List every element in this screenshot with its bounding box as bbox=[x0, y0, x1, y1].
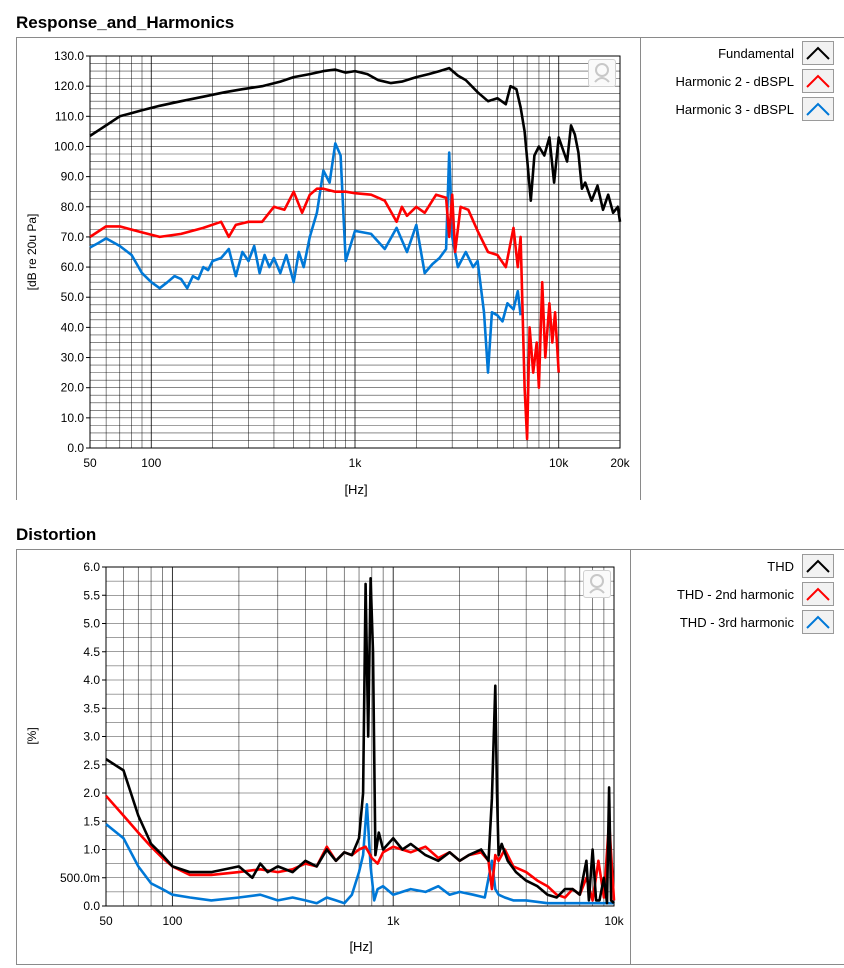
distortion-panel-title: Distortion bbox=[16, 525, 97, 544]
series-line-thd bbox=[105, 577, 615, 905]
response-x-axis-label: [Hz] bbox=[344, 482, 367, 497]
y-tick-label: 3.5 bbox=[83, 701, 100, 715]
legend-label-harmonic-2: Harmonic 2 - dBSPL bbox=[675, 73, 795, 89]
x-tick-label: 1k bbox=[387, 914, 401, 928]
x-tick-label: 1k bbox=[349, 456, 363, 470]
distortion-title-rule bbox=[16, 549, 844, 550]
distortion-y-ticks: 0.0 500.0m 1.0 1.5 2.0 2.5 3.0 3.5 4.0 4.5 5.0 5.5 6… bbox=[60, 560, 106, 913]
y-tick-label: 2.0 bbox=[83, 786, 100, 800]
legend-item-thd[interactable]: THD bbox=[767, 554, 834, 578]
legend-item-harmonic-2[interactable]: Harmonic 2 - dBSPL bbox=[675, 69, 834, 93]
y-tick-label: 110.0 bbox=[55, 109, 84, 123]
y-tick-label: 3.0 bbox=[83, 730, 100, 744]
distortion-y-axis-label: [%] bbox=[25, 727, 39, 744]
y-tick-label: 1.5 bbox=[83, 814, 100, 828]
response-frame-left bbox=[16, 37, 17, 500]
y-tick-label: 6.0 bbox=[83, 560, 100, 574]
y-tick-label: 5.5 bbox=[83, 588, 100, 602]
legend-item-thd-3rd[interactable]: THD - 3rd harmonic bbox=[680, 610, 834, 634]
series-line-thd-3rd-harmonic bbox=[105, 802, 614, 905]
y-tick-label: 120.0 bbox=[54, 79, 84, 93]
response-title-rule bbox=[16, 37, 844, 38]
distortion-x-axis-label: [Hz] bbox=[349, 939, 372, 954]
series-line-harmonic-2-dbspl bbox=[89, 187, 560, 441]
x-tick-label: 10k bbox=[549, 456, 569, 470]
legend-swatch-fundamental[interactable] bbox=[802, 41, 834, 65]
legend-swatch-harmonic-3[interactable] bbox=[802, 97, 834, 121]
response-graph-palette-icon[interactable] bbox=[588, 59, 616, 87]
y-tick-label: 2.5 bbox=[83, 758, 100, 772]
y-tick-label: 70.0 bbox=[61, 230, 85, 244]
x-tick-label: 100 bbox=[141, 456, 161, 470]
legend-swatch-thd-2nd[interactable] bbox=[802, 582, 834, 606]
y-tick-label: 30.0 bbox=[61, 351, 85, 365]
y-tick-label: 500.0m bbox=[60, 871, 100, 885]
legend-swatch-thd[interactable] bbox=[802, 554, 834, 578]
legend-label-thd-2nd: THD - 2nd harmonic bbox=[676, 586, 794, 602]
y-tick-label: 1.0 bbox=[83, 843, 100, 857]
y-tick-label: 50.0 bbox=[61, 290, 85, 304]
y-tick-label: 5.0 bbox=[83, 617, 100, 631]
response-y-ticks: 0.0 10.0 20.0 30.0 40.0 50.0 60.0 70.0 80.0 90.0 1… bbox=[54, 49, 90, 455]
response-grid bbox=[90, 56, 620, 448]
y-tick-label: 40.0 bbox=[61, 320, 85, 334]
y-tick-label: 60.0 bbox=[61, 260, 85, 274]
distortion-frame-left bbox=[16, 549, 17, 964]
response-panel: Response_and_Harmonics 0.0 10.0 20.0 30.0 40… bbox=[16, 13, 844, 500]
series-line-harmonic-3-dbspl bbox=[89, 142, 522, 374]
response-y-axis-label: [dB re 20u Pa] bbox=[25, 214, 39, 291]
x-tick-label: 10k bbox=[604, 914, 624, 928]
distortion-bottom-rule bbox=[16, 964, 844, 965]
response-x-ticks: 50 100 1k 10k 20k bbox=[83, 456, 630, 470]
response-legend: Fundamental Harmonic 2 - dBSPL Harmonic … bbox=[642, 41, 834, 121]
distortion-series bbox=[105, 577, 616, 905]
y-tick-label: 4.5 bbox=[83, 645, 100, 659]
response-panel-title: Response_and_Harmonics bbox=[16, 13, 235, 32]
legend-label-thd-3rd: THD - 3rd harmonic bbox=[679, 614, 794, 630]
distortion-legend-divider bbox=[630, 549, 631, 964]
response-legend-divider bbox=[640, 37, 641, 500]
y-tick-label: 100.0 bbox=[54, 139, 84, 153]
y-tick-label: 4.0 bbox=[83, 673, 100, 687]
legend-swatch-harmonic-2[interactable] bbox=[802, 69, 834, 93]
y-tick-label: 0.0 bbox=[83, 899, 100, 913]
y-tick-label: 20.0 bbox=[61, 381, 85, 395]
distortion-panel: Distortion 0.0 500.0m 1.0 1.5 2.0 2.5 3.0 3.5 4.… bbox=[0, 505, 844, 968]
distortion-legend: THD THD - 2nd harmonic THD - 3rd harmoni… bbox=[632, 554, 834, 634]
legend-swatch-thd-3rd[interactable] bbox=[802, 610, 834, 634]
legend-label-thd: THD bbox=[767, 558, 794, 574]
x-tick-label: 20k bbox=[610, 456, 630, 470]
y-tick-label: 90.0 bbox=[61, 170, 85, 184]
response-series bbox=[89, 66, 622, 441]
legend-label-harmonic-3: Harmonic 3 - dBSPL bbox=[675, 101, 795, 117]
y-tick-label: 10.0 bbox=[61, 411, 85, 425]
distortion-chart: 0.0 500.0m 1.0 1.5 2.0 2.5 3.0 3.5 4.0 4.5 5.0 5.5 6… bbox=[25, 560, 625, 954]
distortion-graph-palette-icon[interactable] bbox=[583, 570, 611, 598]
legend-item-harmonic-3[interactable]: Harmonic 3 - dBSPL bbox=[675, 97, 834, 121]
series-line-fundamental bbox=[89, 66, 622, 222]
y-tick-label: 80.0 bbox=[61, 200, 85, 214]
y-tick-label: 0.0 bbox=[67, 441, 84, 455]
legend-item-fundamental[interactable]: Fundamental bbox=[718, 41, 834, 65]
legend-item-thd-2nd[interactable]: THD - 2nd harmonic bbox=[677, 582, 834, 606]
x-tick-label: 50 bbox=[83, 456, 97, 470]
x-tick-label: 50 bbox=[99, 914, 113, 928]
response-chart: 0.0 10.0 20.0 30.0 40.0 50.0 60.0 70.0 80.0 90.0 1… bbox=[25, 49, 631, 497]
distortion-x-ticks: 50 100 1k 10k bbox=[99, 914, 624, 928]
x-tick-label: 100 bbox=[162, 914, 182, 928]
legend-label-fundamental: Fundamental bbox=[718, 45, 794, 61]
y-tick-label: 130.0 bbox=[54, 49, 84, 63]
